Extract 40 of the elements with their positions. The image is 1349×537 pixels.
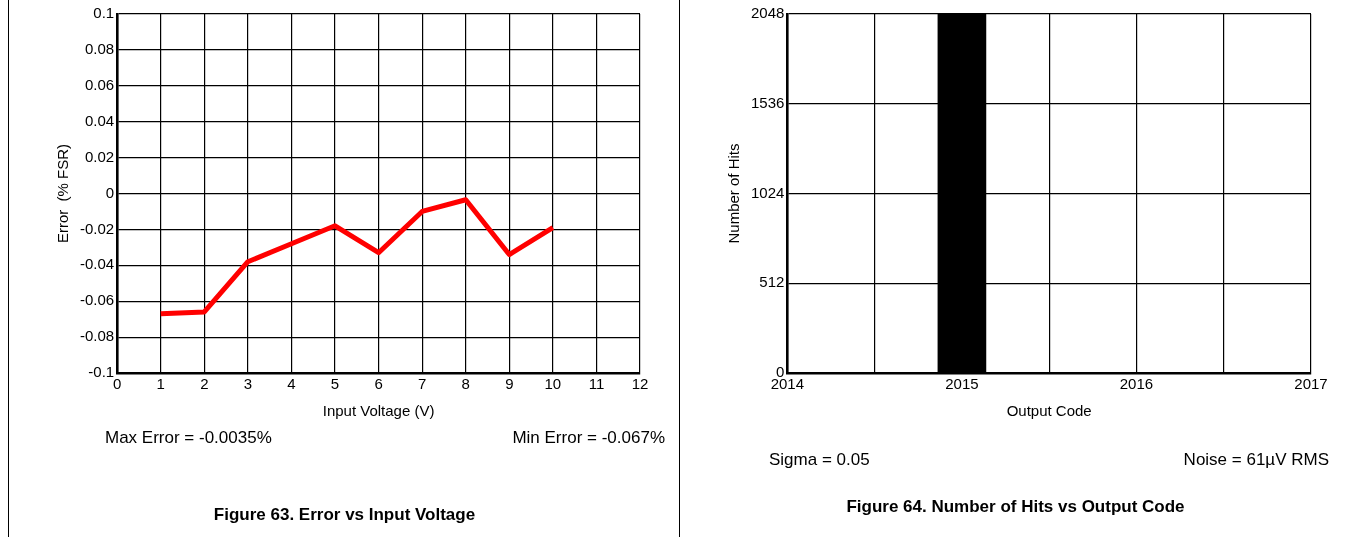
text: Noise = 61µV RMS: [1183, 450, 1329, 470]
text: Sigma = 0.05: [769, 450, 870, 470]
y-tick-label: 0.1: [93, 4, 115, 22]
y-tick-label: 2048: [750, 4, 785, 22]
y-tick-label: -0.06: [79, 291, 115, 309]
x-tick-label: 12: [631, 375, 649, 393]
y-tick-label: 0.08: [84, 40, 115, 58]
y-tick-label: -0.02: [79, 219, 115, 237]
y-tick-label: 0.04: [84, 111, 115, 129]
x-tick-label: 9: [505, 375, 514, 393]
y-axis-title: Number of Hits: [725, 143, 743, 244]
x-tick-label: 11: [588, 375, 605, 393]
x-axis-title: Input Voltage (V): [322, 402, 435, 420]
y-tick-label: -0.04: [79, 255, 115, 273]
x-tick-label: 8: [461, 375, 470, 393]
x-tick-label: 10: [544, 375, 562, 393]
x-tick-label: 2016: [1119, 375, 1154, 393]
text: Max Error = -0.0035%: [105, 428, 272, 448]
text: Figure 64. Number of Hits vs Output Code: [845, 497, 1186, 517]
y-tick-label: 1536: [750, 93, 785, 111]
y-tick-label: 1024: [750, 183, 785, 201]
y-tick-label: -0.1: [88, 363, 115, 381]
x-tick-label: 1: [156, 375, 165, 393]
y-tick-label: 512: [759, 273, 785, 291]
x-axis-title: Output Code: [1006, 402, 1092, 420]
x-tick-label: 7: [417, 375, 427, 393]
x-tick-label: 3: [243, 375, 253, 393]
x-tick-label: 2015: [945, 375, 979, 393]
x-tick-label: 4: [287, 375, 296, 393]
y-tick-label: 0.02: [84, 147, 115, 165]
y-tick-label: 0: [105, 183, 115, 201]
y-tick-label: -0.08: [79, 327, 115, 345]
text: Figure 63. Error vs Input Voltage: [212, 505, 477, 525]
x-tick-label: 5: [330, 375, 340, 393]
x-tick-label: 2017: [1294, 375, 1328, 393]
x-tick-label: 6: [374, 375, 383, 393]
text: Min Error = -0.067%: [512, 428, 665, 448]
x-tick-label: 2: [200, 375, 209, 393]
y-tick-label: 0.06: [84, 75, 115, 93]
y-axis-title: Error (% FSR): [54, 143, 72, 244]
